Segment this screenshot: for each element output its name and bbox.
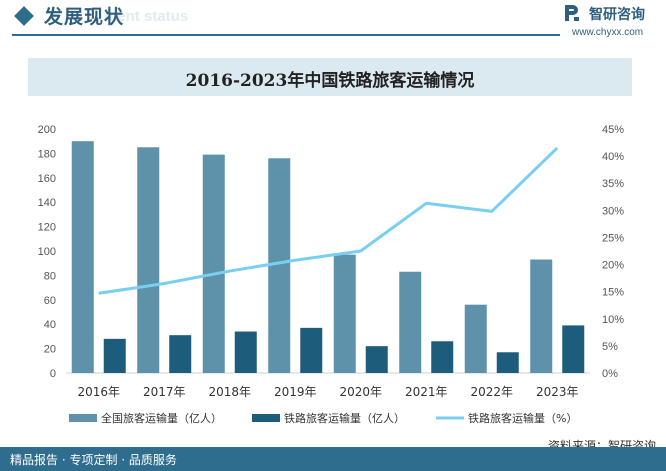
chart-title: 2016-2023年中国铁路旅客运输情况 bbox=[185, 71, 475, 91]
y-right-tick-label: 35% bbox=[602, 178, 624, 190]
bar-rail-passengers bbox=[103, 338, 126, 373]
y-right-tick-label: 45% bbox=[602, 124, 624, 136]
x-category-label: 2018年 bbox=[208, 385, 251, 399]
y-left-tick-label: 200 bbox=[38, 124, 56, 136]
y-left-tick-label: 160 bbox=[38, 173, 56, 185]
section-title: 发展现状 bbox=[44, 6, 125, 28]
y-right-tick-label: 15% bbox=[602, 287, 624, 299]
x-category-label: 2016年 bbox=[77, 385, 120, 399]
brand-name: 智研咨询 bbox=[589, 7, 645, 23]
y-right-tick-label: 30% bbox=[602, 205, 624, 217]
legend-swatch-total bbox=[69, 414, 97, 422]
bar-total-passengers bbox=[268, 158, 291, 373]
x-category-label: 2022年 bbox=[470, 385, 513, 399]
y-right-tick-label: 40% bbox=[602, 151, 624, 163]
legend-swatch-rail bbox=[252, 414, 280, 422]
footer-tagline: 精品报告 · 专项定制 · 品质服务 bbox=[10, 453, 177, 467]
x-category-label: 2019年 bbox=[274, 385, 317, 399]
bar-total-passengers bbox=[71, 141, 94, 373]
legend-label-rail: 铁路旅客运输量（亿人） bbox=[284, 411, 405, 425]
chart-title-banner: 2016-2023年中国铁路旅客运输情况 bbox=[28, 58, 632, 96]
bar-rail-passengers bbox=[365, 346, 388, 373]
header-divider bbox=[12, 34, 560, 36]
brand-logo-icon bbox=[565, 5, 579, 21]
x-category-label: 2020年 bbox=[339, 385, 382, 399]
y-left-tick-label: 40 bbox=[44, 319, 56, 331]
y-left-tick-label: 60 bbox=[44, 295, 56, 307]
bar-total-passengers bbox=[333, 254, 356, 373]
bar-rail-passengers bbox=[300, 327, 323, 373]
line-rail-share bbox=[98, 146, 559, 295]
y-left-tick-label: 0 bbox=[50, 368, 56, 380]
footer-bar: 精品报告 · 专项定制 · 品质服务 bbox=[0, 447, 666, 471]
y-left-tick-label: 80 bbox=[44, 270, 56, 282]
y-right-tick-label: 0% bbox=[602, 368, 618, 380]
section-subtitle: ment status bbox=[104, 8, 189, 25]
bar-rail-passengers bbox=[496, 352, 519, 373]
x-category-label: 2021年 bbox=[405, 385, 448, 399]
y-left-tick-label: 180 bbox=[38, 148, 56, 160]
brand-url: www.chyxx.com bbox=[572, 27, 644, 38]
bar-rail-passengers bbox=[234, 331, 257, 373]
bar-total-passengers bbox=[202, 154, 225, 373]
y-left-tick-label: 100 bbox=[38, 246, 56, 258]
y-right-tick-label: 5% bbox=[602, 341, 618, 353]
bar-rail-passengers bbox=[431, 341, 454, 373]
x-category-label: 2017年 bbox=[143, 385, 186, 399]
legend-label-share: 铁路旅客运输量（%） bbox=[468, 411, 577, 425]
bar-total-passengers bbox=[530, 259, 553, 373]
bar-total-passengers bbox=[137, 147, 160, 373]
y-right-tick-label: 10% bbox=[602, 314, 624, 326]
bar-rail-passengers bbox=[169, 335, 192, 373]
bar-total-passengers bbox=[464, 304, 487, 373]
bar-rail-passengers bbox=[562, 325, 585, 373]
y-left-tick-label: 120 bbox=[38, 222, 56, 234]
y-left-tick-label: 140 bbox=[38, 197, 56, 209]
y-right-tick-label: 20% bbox=[602, 260, 624, 272]
x-category-label: 2023年 bbox=[536, 385, 579, 399]
y-left-tick-label: 20 bbox=[44, 344, 56, 356]
y-right-tick-label: 25% bbox=[602, 232, 624, 244]
bar-total-passengers bbox=[399, 271, 422, 373]
legend-label-total: 全国旅客运输量（亿人） bbox=[101, 411, 222, 425]
